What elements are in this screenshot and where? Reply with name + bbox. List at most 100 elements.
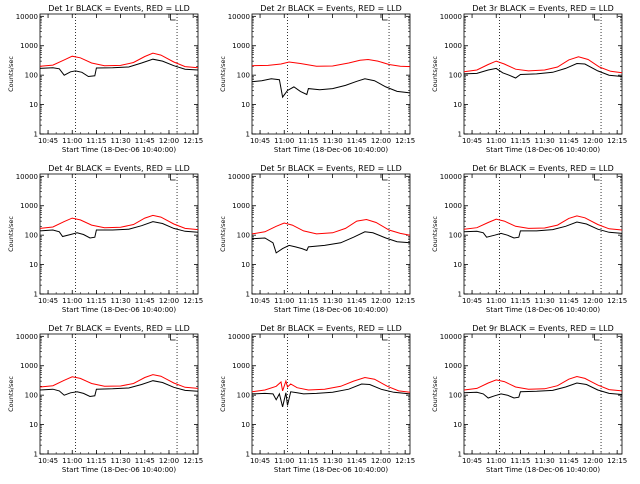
x-tick-label: 11:00 [62,457,82,465]
y-axis-label: Counts/sec [431,216,439,252]
x-axis-label: Start Time (18-Dec-06 10:40:00) [62,306,176,314]
interval-bracket-marker [170,174,176,181]
series-line-lld [463,215,623,231]
series-line-events [251,383,411,408]
y-tick-label: 1000 [232,202,250,210]
x-tick-label: 11:15 [298,297,318,305]
x-tick-label: 10:45 [462,297,482,305]
y-tick-label: 100 [25,392,38,400]
chart-panel-4: Det 4r BLACK = Events, RED = LLD 1 10 100 10… [7,164,203,314]
y-tick-label: 100 [237,72,250,80]
x-tick-label: 12:15 [183,297,203,305]
series-line-lld [251,58,411,68]
chart-panel-7: Det 7r BLACK = Events, RED = LLD 1 10 100 10… [7,324,203,474]
x-tick-label: 12:00 [583,137,603,145]
axes-frame [463,13,623,135]
y-tick-label: 1 [458,131,462,139]
x-tick-label: 11:00 [62,137,82,145]
x-tick-label: 11:45 [135,297,155,305]
series-line-events [39,380,199,398]
x-tick-label: 11:15 [86,457,106,465]
y-tick-label: 1000 [232,42,250,50]
chart-title: Det 1r BLACK = Events, RED = LLD [48,4,190,13]
x-tick-label: 11:45 [135,137,155,145]
chart-panel-5: Det 5r BLACK = Events, RED = LLD 1 10 100 10… [219,164,415,314]
x-tick-label: 10:45 [38,137,58,145]
y-tick-label: 100 [237,232,250,240]
x-tick-label: 11:15 [86,297,106,305]
x-axis-label: Start Time (18-Dec-06 10:40:00) [486,466,600,474]
y-tick-label: 10000 [16,173,38,181]
axes-frame [251,333,411,455]
series-line-lld [251,376,411,393]
y-tick-label: 1 [34,451,38,459]
chart-title: Det 8r BLACK = Events, RED = LLD [260,324,402,333]
x-tick-label: 11:30 [111,137,131,145]
x-axis-label: Start Time (18-Dec-06 10:40:00) [62,146,176,154]
series-line-events [39,221,199,239]
y-tick-label: 1000 [444,42,462,50]
x-tick-label: 11:30 [111,457,131,465]
interval-bracket-marker [382,334,388,341]
interval-bracket-marker [594,174,600,181]
chart-panel-1: Det 1r BLACK = Events, RED = LLD 1 10 100 10… [7,4,203,154]
y-axis-label: Counts/sec [219,376,227,412]
x-tick-label: 12:00 [159,137,179,145]
series-line-lld [39,52,199,69]
y-tick-label: 1 [458,291,462,299]
x-tick-label: 11:45 [347,297,367,305]
y-tick-label: 10 [453,101,462,109]
x-tick-label: 11:00 [486,297,506,305]
interval-bracket-marker [382,14,388,21]
y-tick-label: 10 [29,261,38,269]
x-tick-label: 11:45 [559,297,579,305]
series-line-lld [251,218,411,236]
series-line-events [251,78,411,99]
x-tick-label: 11:15 [510,297,530,305]
x-tick-label: 12:00 [371,457,391,465]
y-tick-label: 10000 [228,173,250,181]
x-tick-label: 12:00 [583,297,603,305]
axes-frame [39,13,199,135]
y-tick-label: 10000 [440,333,462,341]
chart-panel-3: Det 3r BLACK = Events, RED = LLD 1 10 100 10… [431,4,627,154]
interval-bracket-marker [170,14,176,21]
y-tick-label: 100 [25,232,38,240]
y-axis-label: Counts/sec [219,216,227,252]
x-tick-label: 10:45 [250,137,270,145]
axes-frame [39,173,199,295]
y-axis-label: Counts/sec [431,56,439,92]
chart-title: Det 9r BLACK = Events, RED = LLD [472,324,614,333]
x-tick-label: 11:00 [486,137,506,145]
x-axis-label: Start Time (18-Dec-06 10:40:00) [62,466,176,474]
x-tick-label: 10:45 [462,457,482,465]
axes-frame [463,173,623,295]
x-tick-label: 11:30 [111,297,131,305]
y-tick-label: 10 [453,421,462,429]
y-axis-label: Counts/sec [7,216,15,252]
y-tick-label: 100 [25,72,38,80]
interval-bracket-marker [170,334,176,341]
y-tick-label: 10 [453,261,462,269]
x-tick-label: 11:15 [86,137,106,145]
y-tick-label: 1000 [444,362,462,370]
x-tick-label: 11:30 [323,137,343,145]
y-tick-label: 10 [29,101,38,109]
x-tick-label: 12:00 [371,137,391,145]
y-tick-label: 10000 [16,333,38,341]
x-tick-label: 12:15 [395,457,415,465]
x-tick-label: 12:00 [371,297,391,305]
x-tick-label: 11:30 [535,137,555,145]
x-tick-label: 12:15 [607,297,627,305]
y-tick-label: 1 [246,131,250,139]
x-tick-label: 11:00 [274,137,294,145]
y-tick-label: 10 [241,101,250,109]
y-tick-label: 1 [246,291,250,299]
x-tick-label: 11:30 [535,297,555,305]
chart-panel-9: Det 9r BLACK = Events, RED = LLD 1 10 100 10… [431,324,627,474]
y-axis-label: Counts/sec [7,376,15,412]
x-tick-label: 11:30 [323,457,343,465]
x-tick-label: 12:15 [607,457,627,465]
series-line-lld [463,56,623,74]
